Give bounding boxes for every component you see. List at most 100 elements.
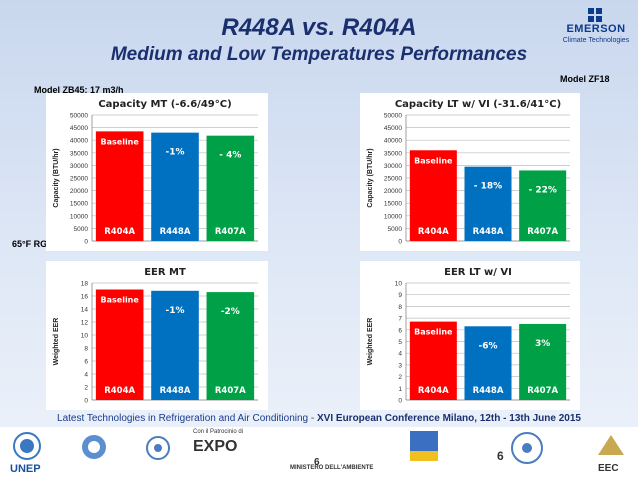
y-tick-label: 25000 xyxy=(384,176,402,183)
bar-r404a xyxy=(95,289,144,400)
bar-r407a xyxy=(519,323,567,400)
bar-r448a xyxy=(151,132,199,241)
chart-title: Capacity MT (-6.6/49°C) xyxy=(98,99,231,110)
y-tick-label: 16 xyxy=(81,294,89,301)
chart-capacity-mt: Capacity MT (-6.6/49°C) Capacity (BTU/hr)… xyxy=(46,93,268,251)
brand-name: EMERSON xyxy=(566,23,626,35)
patrocinio-text: Con il Patrocinio di xyxy=(193,429,244,435)
data-label: Baseline xyxy=(414,328,453,337)
page-number-1: 6 xyxy=(314,457,320,468)
chart-eer-lt: EER LT w/ VI Weighted EER 0 1 2 3 4 5 6 7 8 9 10 R404… xyxy=(360,261,580,410)
page-number-2: 6 xyxy=(497,449,504,463)
data-label: Baseline xyxy=(414,156,453,165)
sponsor-logos: UNEP Con il Patrocinio di EXPO MINISTERO… xyxy=(0,427,638,479)
bar-r407a xyxy=(519,170,567,241)
rg-label: 65°F RG xyxy=(12,239,48,249)
data-label: Baseline xyxy=(101,296,140,305)
model-right-label: Model ZF18 xyxy=(560,74,610,84)
slide-title: R448A vs. R404A xyxy=(221,14,417,41)
flag-logo-icon xyxy=(410,431,438,461)
footer-prefix: Latest Technologies in Refrigeration and… xyxy=(57,413,317,424)
y-tick-label: 10000 xyxy=(384,213,402,220)
y-tick-label: 45000 xyxy=(384,125,402,132)
y-tick-label: 35000 xyxy=(384,150,402,157)
y-tick-label: 30000 xyxy=(384,163,402,170)
y-axis-label: Capacity (BTU/hr) xyxy=(367,148,374,207)
category-label: R448A xyxy=(160,227,191,237)
eec-logo-icon xyxy=(598,435,624,455)
y-tick-label: 0 xyxy=(398,239,402,246)
footer-conference: XVI European Conference Milano, 12th - 1… xyxy=(317,413,581,424)
data-label: -2% xyxy=(221,307,240,317)
category-label: R407A xyxy=(215,227,246,237)
category-label: R407A xyxy=(215,386,246,396)
data-label: - 22% xyxy=(528,185,556,195)
chart-title: EER MT xyxy=(144,267,186,278)
y-tick-label: 20000 xyxy=(70,188,88,195)
y-tick-label: 20000 xyxy=(384,188,402,195)
y-tick-label: 5000 xyxy=(388,226,403,233)
y-tick-label: 4 xyxy=(398,351,402,358)
bar-r448a xyxy=(464,166,512,241)
y-tick-label: 50000 xyxy=(70,113,88,120)
category-label: R448A xyxy=(160,386,191,396)
y-tick-label: 15000 xyxy=(384,201,402,208)
y-tick-label: 14 xyxy=(81,307,89,314)
unep-text: UNEP xyxy=(10,463,41,475)
y-tick-label: 2 xyxy=(84,385,88,392)
atf-logo-icon xyxy=(511,432,543,464)
data-label: 3% xyxy=(535,339,550,349)
y-axis-label: Capacity (BTU/hr) xyxy=(53,148,60,207)
y-tick-label: 15000 xyxy=(70,201,88,208)
y-tick-label: 4 xyxy=(84,372,88,379)
chart-svg: Capacity LT w/ VI (-31.6/41°C) Capacity (… xyxy=(367,99,570,246)
y-tick-label: 10 xyxy=(81,333,89,340)
chart-title: EER LT w/ VI xyxy=(444,267,512,278)
y-tick-label: 35000 xyxy=(70,150,88,157)
unep-logo-icon xyxy=(13,432,41,460)
y-tick-label: 9 xyxy=(398,292,402,299)
emerson-logo-icon xyxy=(588,8,602,22)
y-tick-label: 5000 xyxy=(74,226,89,233)
ministero-text: MINISTERO DELL'AMBIENTE xyxy=(290,465,374,471)
y-tick-label: 30000 xyxy=(70,163,88,170)
y-tick-label: 45000 xyxy=(70,125,88,132)
chart-svg: EER LT w/ VI Weighted EER 0 1 2 3 4 5 6 7 8 9 10 R404… xyxy=(367,267,570,405)
y-tick-label: 10000 xyxy=(70,213,88,220)
data-label: - 4% xyxy=(219,151,241,161)
chart-capacity-lt: Capacity LT w/ VI (-31.6/41°C) Capacity (… xyxy=(360,93,580,251)
y-tick-label: 1 xyxy=(398,386,402,393)
data-label: -6% xyxy=(478,341,497,351)
y-tick-label: 6 xyxy=(398,327,402,334)
y-tick-label: 10 xyxy=(395,281,403,288)
bar-r404a xyxy=(409,150,457,241)
category-label: R404A xyxy=(104,227,135,237)
y-tick-label: 2 xyxy=(398,374,402,381)
category-label: R448A xyxy=(473,386,504,396)
data-label: - 18% xyxy=(474,182,502,192)
brand-sub: Climate Technologies xyxy=(562,37,630,44)
atmosphere-logo-icon xyxy=(146,436,170,460)
category-label: R404A xyxy=(418,227,449,237)
y-tick-label: 18 xyxy=(81,281,89,288)
y-tick-label: 8 xyxy=(84,346,88,353)
chart-svg: EER MT Weighted EER 0 2 4 6 8 10 12 14 16 18 R404A Ba… xyxy=(53,267,258,405)
category-label: R404A xyxy=(104,386,135,396)
y-tick-label: 25000 xyxy=(70,176,88,183)
bar-r448a xyxy=(464,326,512,400)
y-tick-label: 40000 xyxy=(70,138,88,145)
bar-r404a xyxy=(95,131,144,241)
y-tick-label: 6 xyxy=(84,359,88,366)
bar-r407a xyxy=(206,292,255,400)
y-tick-label: 40000 xyxy=(384,138,402,145)
model-left-label: Model ZB45: 17 m3/h xyxy=(34,85,124,95)
y-tick-label: 12 xyxy=(81,320,89,327)
y-tick-label: 0 xyxy=(84,398,88,405)
chart-svg: Capacity MT (-6.6/49°C) Capacity (BTU/hr)… xyxy=(53,99,258,246)
emerson-logo: EMERSON Climate Technologies xyxy=(558,8,634,48)
data-label: -1% xyxy=(165,306,184,316)
y-axis-label: Weighted EER xyxy=(53,318,60,366)
category-label: R404A xyxy=(418,386,449,396)
expo-logo: EXPO xyxy=(193,438,238,455)
bar-r404a xyxy=(409,321,457,400)
